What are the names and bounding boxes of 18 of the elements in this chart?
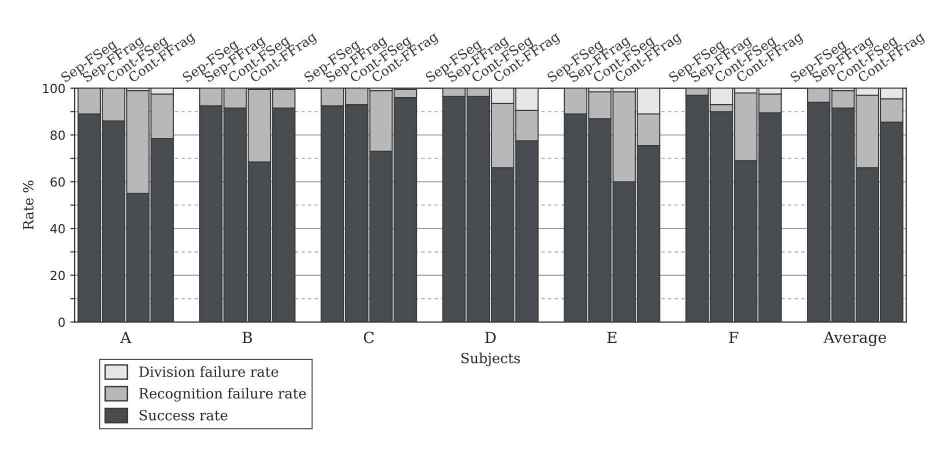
- text: B: [242, 332, 252, 343]
- y-tick-label: 40: [50, 224, 65, 234]
- y-tick-label: 60: [50, 177, 65, 187]
- text: E: [607, 332, 616, 343]
- y-tick-label: 20: [50, 270, 65, 280]
- text: A: [120, 332, 132, 343]
- x-axis-title: Subjects: [461, 352, 520, 366]
- legend-label: Recognition failure rate: [139, 388, 306, 402]
- text: D: [485, 332, 496, 343]
- legend-label: Success rate: [140, 410, 228, 420]
- y-tick-label: 80: [50, 130, 65, 140]
- y-axis-title: Rate %: [23, 180, 34, 230]
- text: C: [364, 332, 374, 344]
- y-tick-label: 0: [58, 317, 65, 327]
- y-tick-label: 100: [43, 84, 65, 94]
- legend-label: Division failure rate: [139, 366, 278, 377]
- text: Average: [823, 332, 886, 346]
- text: F: [729, 332, 738, 343]
